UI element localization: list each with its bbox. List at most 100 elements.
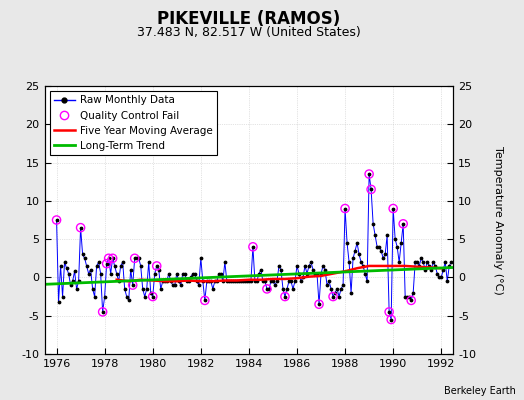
Point: [237, 278, 245, 284]
Point: [287, 278, 295, 284]
Point: [341, 205, 350, 212]
Point: [72, 286, 81, 292]
Point: [335, 293, 343, 300]
Point: [259, 278, 267, 284]
Point: [57, 263, 65, 269]
Point: [52, 217, 61, 223]
Point: [70, 268, 79, 274]
Point: [196, 255, 205, 262]
Point: [271, 282, 279, 288]
Point: [285, 278, 293, 284]
Point: [108, 255, 117, 262]
Point: [399, 221, 407, 227]
Point: [297, 278, 305, 284]
Point: [221, 259, 229, 265]
Point: [373, 244, 381, 250]
Point: [103, 260, 111, 267]
Point: [303, 270, 311, 277]
Point: [74, 278, 83, 284]
Point: [403, 293, 411, 300]
Point: [108, 255, 117, 262]
Point: [291, 278, 299, 284]
Point: [130, 255, 139, 262]
Point: [194, 282, 203, 288]
Point: [351, 248, 359, 254]
Point: [128, 282, 137, 288]
Point: [317, 270, 325, 277]
Point: [84, 270, 93, 277]
Point: [157, 286, 165, 292]
Point: [215, 270, 223, 277]
Point: [417, 255, 425, 262]
Point: [147, 290, 155, 296]
Point: [329, 293, 337, 300]
Point: [133, 255, 141, 262]
Point: [187, 274, 195, 281]
Point: [79, 251, 87, 258]
Point: [140, 293, 149, 300]
Point: [206, 278, 215, 284]
Point: [363, 278, 372, 284]
Point: [277, 266, 285, 273]
Point: [279, 286, 287, 292]
Point: [407, 297, 416, 304]
Point: [405, 293, 413, 300]
Point: [421, 266, 429, 273]
Point: [355, 251, 363, 258]
Point: [225, 278, 233, 284]
Point: [77, 224, 85, 231]
Point: [377, 248, 385, 254]
Point: [383, 232, 391, 238]
Point: [209, 286, 217, 292]
Point: [77, 224, 85, 231]
Point: [247, 278, 255, 284]
Point: [423, 259, 431, 265]
Point: [241, 278, 249, 284]
Point: [189, 270, 197, 277]
Point: [159, 278, 167, 284]
Point: [299, 274, 307, 281]
Point: [345, 259, 353, 265]
Point: [250, 278, 259, 284]
Point: [427, 266, 435, 273]
Point: [213, 278, 221, 284]
Point: [249, 244, 257, 250]
Text: PIKEVILLE (RAMOS): PIKEVILLE (RAMOS): [157, 10, 341, 28]
Point: [148, 293, 157, 300]
Point: [152, 263, 161, 269]
Point: [437, 274, 445, 281]
Point: [116, 263, 125, 269]
Point: [184, 278, 193, 284]
Point: [261, 278, 269, 284]
Point: [337, 286, 345, 292]
Point: [435, 274, 443, 281]
Point: [343, 240, 351, 246]
Point: [365, 171, 373, 177]
Point: [275, 263, 283, 269]
Point: [249, 244, 257, 250]
Point: [104, 255, 113, 262]
Point: [315, 301, 323, 308]
Point: [305, 263, 313, 269]
Point: [295, 270, 303, 277]
Point: [69, 278, 77, 284]
Point: [263, 286, 271, 292]
Point: [227, 278, 235, 284]
Point: [339, 282, 347, 288]
Point: [397, 240, 406, 246]
Point: [413, 259, 421, 265]
Point: [179, 270, 187, 277]
Point: [389, 205, 397, 212]
Point: [255, 270, 263, 277]
Point: [323, 282, 331, 288]
Point: [269, 278, 277, 284]
Point: [172, 270, 181, 277]
Point: [130, 255, 139, 262]
Point: [150, 270, 159, 277]
Point: [389, 205, 397, 212]
Point: [245, 278, 253, 284]
Point: [369, 221, 377, 227]
Point: [387, 316, 395, 323]
Point: [52, 217, 61, 223]
Point: [219, 278, 227, 284]
